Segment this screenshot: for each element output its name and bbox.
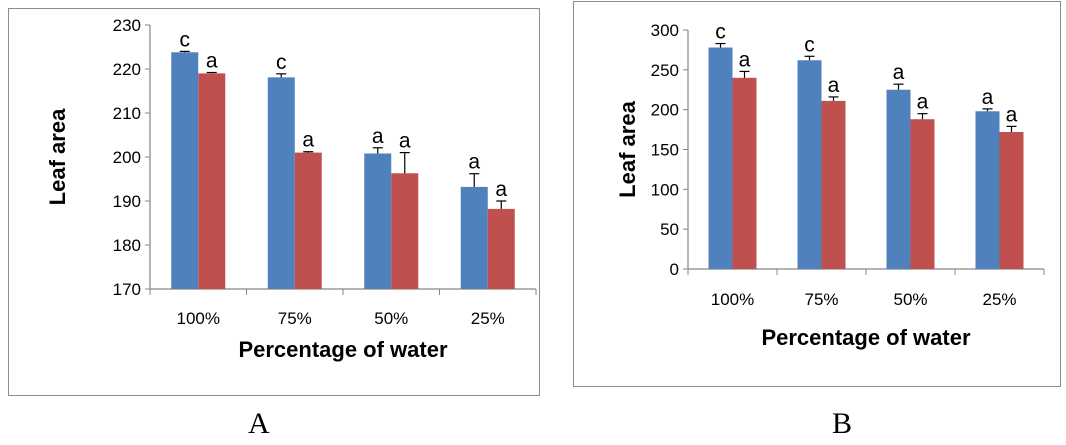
chart-a-bar (171, 52, 199, 289)
chart-b-significance-letter: a (893, 61, 905, 84)
chart-b-x-tick-label: 100% (711, 290, 754, 309)
chart-a-x-tick-label: 75% (278, 309, 312, 328)
chart-b-significance-letter: c (715, 21, 726, 44)
chart-a-y-tick-label: 220 (113, 60, 141, 79)
chart-a-bar (487, 208, 515, 289)
chart-b-x-tick-label: 50% (893, 290, 927, 309)
chart-a-y-tick-label: 190 (113, 192, 141, 211)
chart-a-bar (198, 73, 226, 290)
chart-b-bar (886, 89, 911, 269)
chart-b-significance-letter: a (828, 74, 840, 97)
chart-b-bar (910, 119, 935, 269)
chart-b-y-tick-label: 100 (651, 180, 679, 199)
chart-a-x-tick-label: 100% (177, 309, 220, 328)
chart-a-bar (267, 77, 295, 289)
chart-a-x-tick-label: 25% (471, 309, 505, 328)
chart-b-y-tick-label: 150 (651, 141, 679, 160)
chart-a-significance-letter: a (399, 130, 411, 153)
chart-a-bar (391, 173, 419, 289)
chart-b-significance-letter: a (1006, 103, 1018, 126)
chart-b-bar (732, 77, 757, 269)
chart-a-bar (364, 153, 392, 289)
chart-b-significance-letter: a (739, 48, 751, 71)
chart-a-significance-letter: c (276, 51, 287, 74)
chart-a-y-axis-title: Leaf area (45, 108, 70, 205)
chart-a-significance-letter: c (180, 28, 191, 51)
chart-a-x-tick-label: 50% (374, 309, 408, 328)
chart-b-x-tick-label: 75% (804, 290, 838, 309)
chart-b-bar (999, 131, 1024, 269)
chart-a-significance-letter: a (372, 125, 384, 148)
chart-panel-a: 170 180 190 200 210 220 230 c a 100% c a 75% a a 50% a a 2… (8, 8, 540, 396)
chart-b-x-tick-label: 25% (982, 290, 1016, 309)
chart-a-bar (460, 186, 488, 289)
chart-b-x-axis-title: Percentage of water (761, 325, 971, 350)
chart-b-bar (975, 111, 1000, 269)
chart-a-significance-letter: a (495, 178, 507, 201)
chart-panel-b: 0 50 100 150 200 250 300 c a 100% c a 75% a a 50% a a 25% P… (573, 1, 1061, 387)
chart-a-y-tick-label: 200 (113, 148, 141, 167)
chart-b-bar (821, 100, 846, 269)
chart-b-bar (708, 47, 733, 269)
chart-a-bar (294, 152, 322, 289)
panel-label-b: B (832, 407, 853, 440)
chart-b-y-tick-label: 0 (670, 260, 679, 279)
chart-a-y-tick-label: 230 (113, 16, 141, 35)
chart-a-y-tick-label: 210 (113, 104, 141, 123)
chart-a-y-tick-label: 170 (113, 280, 141, 299)
chart-b-y-axis-title: Leaf area (615, 100, 640, 197)
chart-b-y-tick-label: 300 (651, 21, 679, 40)
chart-a-significance-letter: a (468, 151, 480, 174)
chart-a-significance-letter: a (302, 129, 314, 152)
chart-b-y-tick-label: 250 (651, 61, 679, 80)
chart-b-significance-letter: a (917, 91, 929, 114)
chart-a-significance-letter: a (206, 50, 218, 73)
chart-a-y-tick-label: 180 (113, 236, 141, 255)
chart-a-x-axis-title: Percentage of water (238, 337, 448, 362)
chart-b-bar (797, 60, 822, 270)
panel-label-a: A (248, 407, 270, 440)
chart-b-y-tick-label: 50 (660, 220, 679, 239)
chart-b-y-tick-label: 200 (651, 101, 679, 120)
chart-b-significance-letter: a (982, 86, 994, 109)
chart-b-significance-letter: c (804, 33, 815, 56)
